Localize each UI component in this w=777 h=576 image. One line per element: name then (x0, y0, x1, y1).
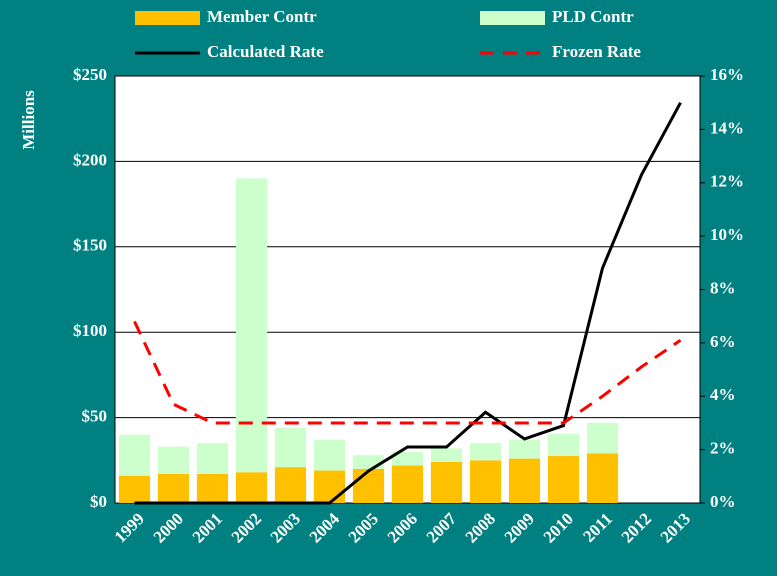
bar (235, 472, 268, 503)
bar (118, 475, 151, 503)
bar (313, 470, 346, 503)
bar (586, 453, 619, 503)
bar (118, 434, 151, 476)
y2-tick-label: 8% (710, 278, 736, 297)
bar (352, 468, 385, 503)
bar (352, 455, 385, 469)
y2-tick-label: 6% (710, 332, 736, 351)
legend-label: Calculated Rate (207, 42, 324, 61)
y2-tick-label: 10% (710, 225, 744, 244)
bar (547, 456, 580, 503)
y2-tick-label: 4% (710, 385, 736, 404)
bar (469, 460, 502, 503)
bar (274, 467, 307, 503)
y-tick-label: $250 (73, 65, 107, 84)
bar (157, 473, 190, 503)
y-tick-label: $0 (90, 492, 107, 511)
bar (508, 458, 541, 503)
bar (547, 433, 580, 457)
y2-tick-label: 0% (710, 492, 736, 511)
bar (586, 422, 619, 454)
line-series (133, 320, 682, 425)
bar (235, 178, 268, 473)
y2-tick-label: 2% (710, 439, 736, 458)
bar (391, 451, 424, 466)
y2-tick-label: 12% (710, 172, 744, 191)
y-tick-label: $50 (82, 407, 108, 426)
bar (430, 448, 463, 463)
y-tick-label: $200 (73, 150, 107, 169)
bar (274, 427, 307, 468)
bar (313, 439, 346, 471)
bar (391, 465, 424, 503)
legend-label: Frozen Rate (552, 42, 641, 61)
y2-tick-label: 16% (710, 65, 744, 84)
legend-swatch (480, 11, 545, 25)
bar (196, 473, 229, 503)
y2-tick-label: 14% (710, 118, 744, 137)
line-series (134, 101, 682, 505)
legend-swatch (135, 11, 200, 25)
legend-label: PLD Contr (552, 7, 634, 26)
bar (430, 462, 463, 503)
bar (469, 443, 502, 461)
bar (196, 443, 229, 474)
bar (157, 446, 190, 474)
y-axis-label: Millions (19, 90, 38, 150)
y-tick-label: $100 (73, 321, 107, 340)
legend-label: Member Contr (207, 7, 317, 26)
bar (508, 439, 541, 459)
y-tick-label: $150 (73, 236, 107, 255)
